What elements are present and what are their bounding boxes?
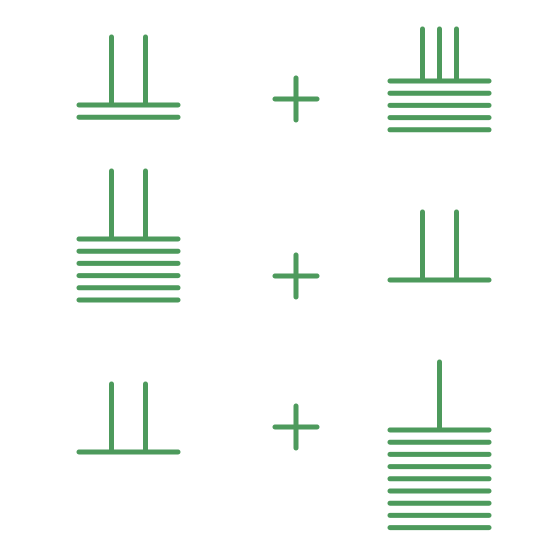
- left-number: [76, 381, 181, 455]
- right-number: [387, 359, 492, 531]
- equation-row-1: [76, 26, 492, 133]
- plus-sign: [272, 252, 320, 300]
- plus-sign: [272, 75, 320, 123]
- left-number: [76, 34, 181, 120]
- left-number: [76, 168, 181, 303]
- right-number: [387, 209, 492, 283]
- equation-row-2: [76, 168, 492, 303]
- equation-row-3: [76, 359, 492, 531]
- right-number: [387, 26, 492, 133]
- plus-sign: [272, 403, 320, 451]
